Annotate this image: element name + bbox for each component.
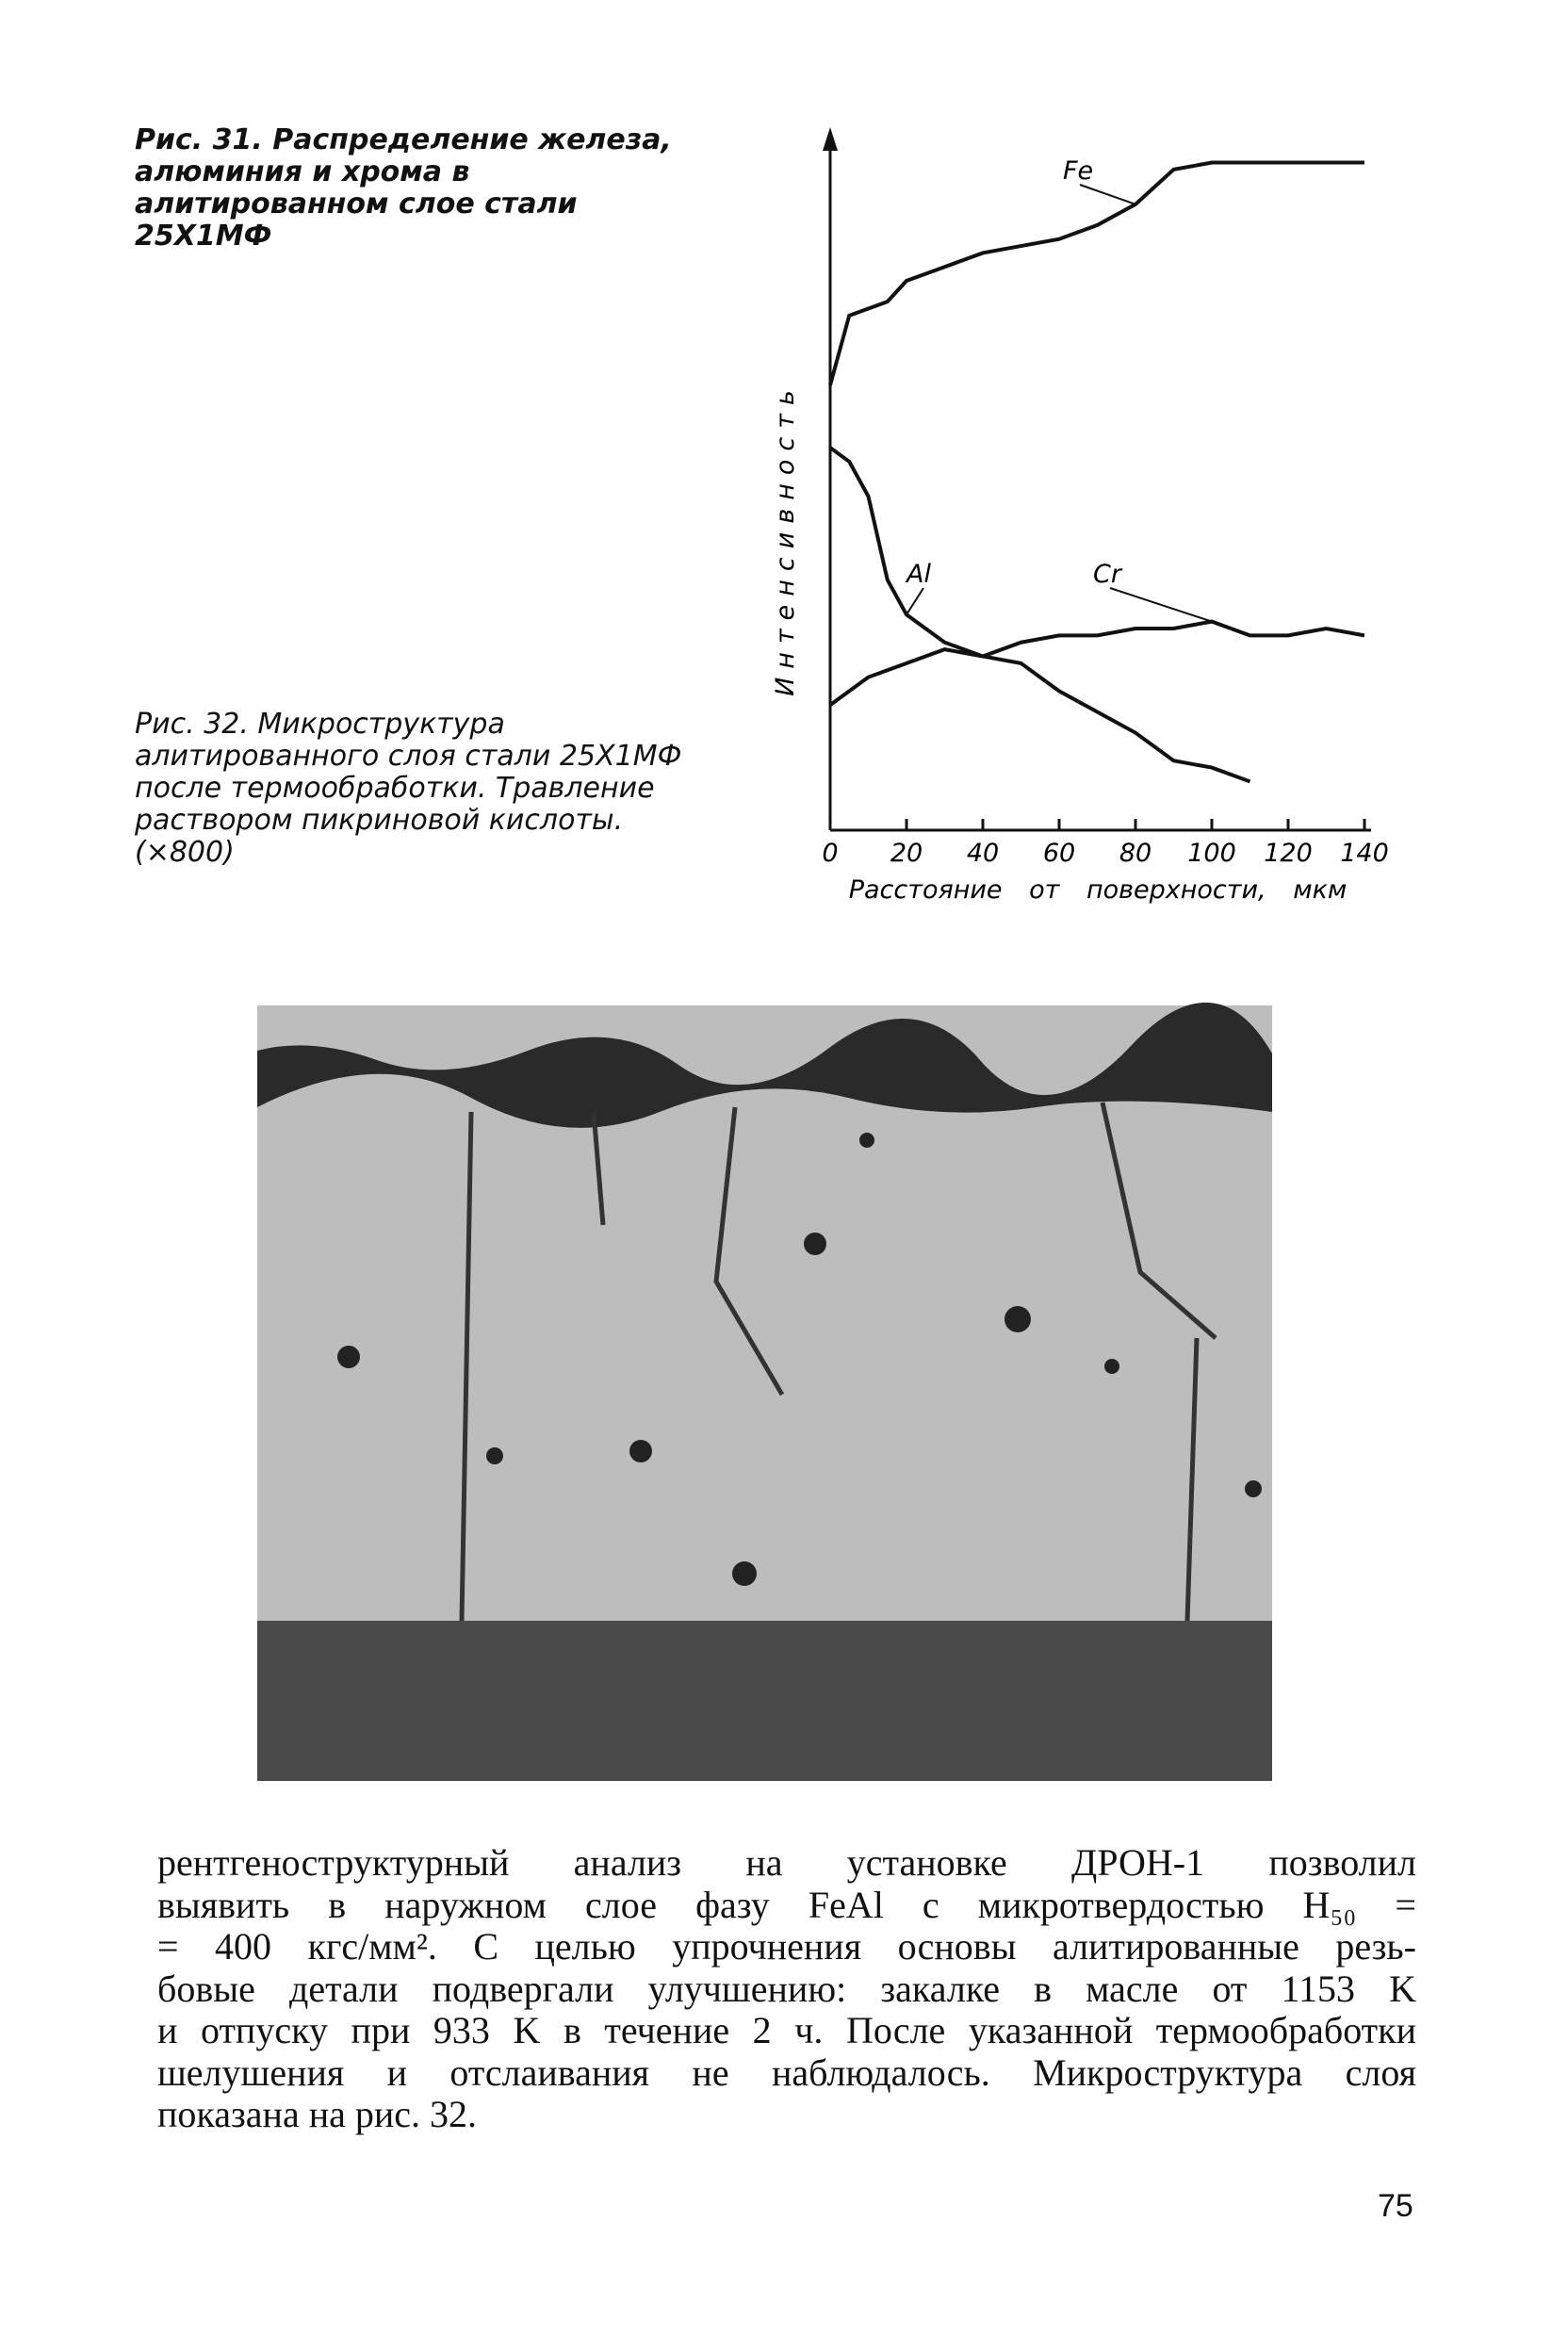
- leader-line: [906, 587, 924, 615]
- series-label: Fe: [1063, 156, 1093, 186]
- x-tick-label: 0: [822, 839, 838, 868]
- figure-caption: Рис. 32. Микроструктура алитированного с…: [135, 708, 682, 869]
- text-line: шелушения и отслаивания не наблюдалось. …: [157, 2050, 1416, 2094]
- series-label: Cr: [1093, 560, 1123, 589]
- base-metal: [257, 1621, 1272, 1781]
- micrograph: [257, 1002, 1272, 1781]
- surface-layer: [257, 1002, 1272, 1128]
- x-tick-label: 140: [1340, 839, 1389, 868]
- x-tick-label: 120: [1264, 839, 1313, 868]
- series-line: [828, 619, 1365, 707]
- leader-line: [1079, 184, 1136, 205]
- text-line: рентгеноструктурный анализ на установке …: [157, 1841, 1416, 1884]
- text-line: выявить в наружном слое фазу FeAl с микр…: [157, 1883, 1416, 1926]
- y-axis-label: Интенсивность: [771, 382, 800, 696]
- text-line: бовые детали подвергали улучшению: закал…: [157, 1967, 1416, 2010]
- page-number: 75: [1378, 2188, 1413, 2224]
- x-tick-label: 60: [1043, 839, 1075, 868]
- text-line: и отпуску при 933 K в течение 2 ч. После…: [157, 2009, 1416, 2051]
- series-line: [828, 160, 1364, 386]
- series-line: [828, 446, 1251, 784]
- text-line: показана на рис. 32.: [157, 2093, 478, 2135]
- leader-line: [1109, 587, 1213, 623]
- figure-caption: Рис. 31. Распределение железа, алюминия …: [135, 123, 672, 253]
- x-tick-label: 100: [1187, 839, 1236, 868]
- grain-boundary: [459, 1102, 1217, 1622]
- x-tick-label: 80: [1119, 839, 1152, 868]
- inclusions: [337, 1133, 1262, 1586]
- chart: Интенсивность Расстояние от поверхности,…: [771, 127, 1389, 905]
- y-axis-arrow: [823, 127, 838, 151]
- series-label: Al: [905, 560, 931, 589]
- x-tick-label: 40: [967, 839, 999, 868]
- text-line: = 400 кгс/мм². С целью упрочнения основы…: [157, 1925, 1416, 1968]
- x-axis-label: Расстояние от поверхности, мкм: [849, 875, 1348, 905]
- x-tick-label: 20: [890, 839, 923, 868]
- body-text: рентгеноструктурный анализ на установке …: [157, 1841, 1416, 2136]
